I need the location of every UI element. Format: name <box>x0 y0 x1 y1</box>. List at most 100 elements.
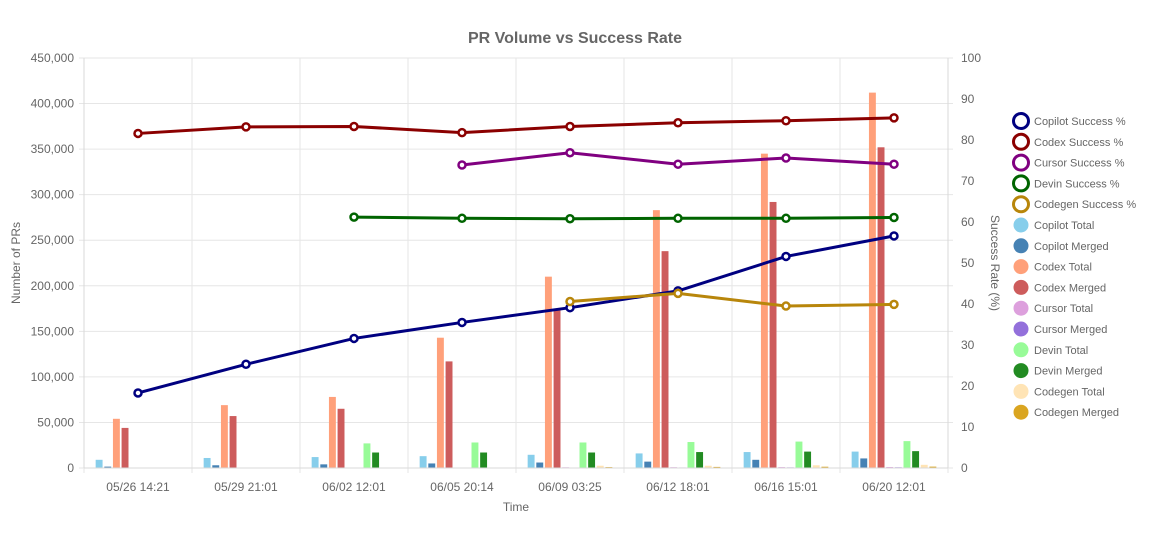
point-codegen-success <box>781 301 791 311</box>
legend-label: Codegen Success % <box>1034 199 1136 211</box>
bar-devin-merged <box>480 452 488 468</box>
bar-codex-merged <box>337 408 345 468</box>
point-copilot-success <box>781 251 791 262</box>
bar-cursor-total <box>886 466 894 468</box>
y2-tick-label: 60 <box>961 215 975 229</box>
bar-codex-total <box>652 210 660 468</box>
y-tick-label: 200,000 <box>31 279 75 293</box>
legend-marker <box>1013 321 1029 337</box>
line-layer <box>133 113 899 398</box>
bar-codegen-merged <box>713 466 721 468</box>
bar-codegen-merged <box>929 466 937 468</box>
point-codex-success <box>457 127 467 138</box>
bar-copilot-total <box>851 451 859 468</box>
point-devin-success <box>349 212 359 222</box>
point-devin-success <box>781 213 791 224</box>
x-tick-label: 06/16 15:01 <box>754 480 818 494</box>
legend-label: Codegen Total <box>1034 386 1105 398</box>
bar-copilot-total <box>527 454 535 468</box>
legend-label: Copilot Merged <box>1034 241 1109 253</box>
bar-codegen-total <box>596 465 604 468</box>
point-devin-success <box>457 213 467 224</box>
y-tick-label: 350,000 <box>31 142 75 156</box>
point-copilot-success <box>349 333 359 344</box>
bar-devin-merged <box>372 452 380 468</box>
bar-devin-merged <box>912 451 920 468</box>
legend-marker <box>1012 153 1030 172</box>
y2-tick-label: 100 <box>961 51 981 65</box>
legend-marker <box>1012 132 1030 151</box>
bar-codex-merged <box>661 251 669 468</box>
legend-marker <box>1013 238 1029 254</box>
y2-tick-label: 80 <box>961 133 975 147</box>
legend-label: Codex Merged <box>1034 282 1106 294</box>
y2-axis-title: Success Rate (%) <box>988 215 1002 311</box>
bar-layer <box>95 92 937 469</box>
bar-copilot-merged <box>212 465 220 468</box>
y-tick-label: 50,000 <box>37 415 74 429</box>
legend-label: Devin Success % <box>1034 178 1120 190</box>
bar-devin-total <box>687 442 695 468</box>
bar-codex-merged <box>877 147 885 469</box>
x-tick-label: 06/20 12:01 <box>862 480 926 494</box>
x-tick-label: 06/12 18:01 <box>646 480 710 494</box>
y2-tick-label: 10 <box>961 420 975 434</box>
x-axis-title: Time <box>503 500 530 514</box>
legend-marker <box>1013 342 1029 358</box>
point-copilot-success <box>133 388 143 398</box>
point-cursor-success <box>565 147 575 158</box>
x-tick-label: 05/26 14:21 <box>106 480 170 494</box>
legend-marker <box>1012 174 1030 193</box>
bar-devin-merged <box>696 452 704 468</box>
line-devin-success <box>353 215 895 221</box>
point-cursor-success <box>889 159 899 169</box>
bar-copilot-total <box>743 452 751 468</box>
bar-devin-total <box>471 442 479 468</box>
point-codex-success <box>565 121 575 132</box>
legend-marker <box>1013 363 1029 379</box>
bar-devin-total <box>363 443 371 468</box>
bar-copilot-merged <box>860 458 868 468</box>
y2-tick-label: 40 <box>961 297 975 311</box>
legend: Copilot Success % Codex Success % Cursor S… <box>1012 112 1136 420</box>
y-tick-label: 400,000 <box>31 97 75 111</box>
bar-copilot-merged <box>320 464 328 468</box>
legend-label: Codex Total <box>1034 262 1092 274</box>
y-tick-label: 0 <box>67 461 74 475</box>
bar-codex-total <box>868 92 876 468</box>
legend-marker <box>1013 383 1029 399</box>
bar-devin-total <box>795 441 803 468</box>
legend-label: Cursor Merged <box>1034 324 1107 336</box>
bar-devin-merged <box>804 451 812 468</box>
point-cursor-success <box>781 153 791 163</box>
bar-copilot-total <box>203 457 211 468</box>
point-devin-success <box>673 213 683 224</box>
bar-codex-total <box>544 276 552 468</box>
y2-tick-label: 30 <box>961 338 975 352</box>
point-codex-success <box>673 118 683 128</box>
bar-codex-merged <box>229 416 237 468</box>
point-codegen-success <box>565 296 575 307</box>
x-tick-label: 05/29 21:01 <box>214 480 278 494</box>
line-copilot-success <box>137 234 895 395</box>
legend-marker <box>1012 195 1030 214</box>
y2-tick-label: 50 <box>961 256 975 270</box>
bar-codegen-total <box>812 465 820 468</box>
y2-tick-label: 70 <box>961 174 975 188</box>
y-tick-label: 300,000 <box>31 188 75 202</box>
point-codex-success <box>889 113 899 123</box>
legend-label: Devin Total <box>1034 345 1088 357</box>
y-tick-label: 450,000 <box>31 51 75 65</box>
x-tick-label: 06/05 20:14 <box>430 480 494 494</box>
legend-marker <box>1013 259 1029 275</box>
y-tick-label: 100,000 <box>31 370 75 384</box>
bar-codex-merged <box>121 427 129 468</box>
point-codegen-success <box>673 288 683 299</box>
chart-title: PR Volume vs Success Rate <box>468 30 682 47</box>
y-tick-label: 250,000 <box>31 233 75 247</box>
x-tick-label: 06/02 12:01 <box>322 480 386 494</box>
legend-label: Copilot Total <box>1034 220 1094 232</box>
point-cursor-success <box>673 159 683 169</box>
